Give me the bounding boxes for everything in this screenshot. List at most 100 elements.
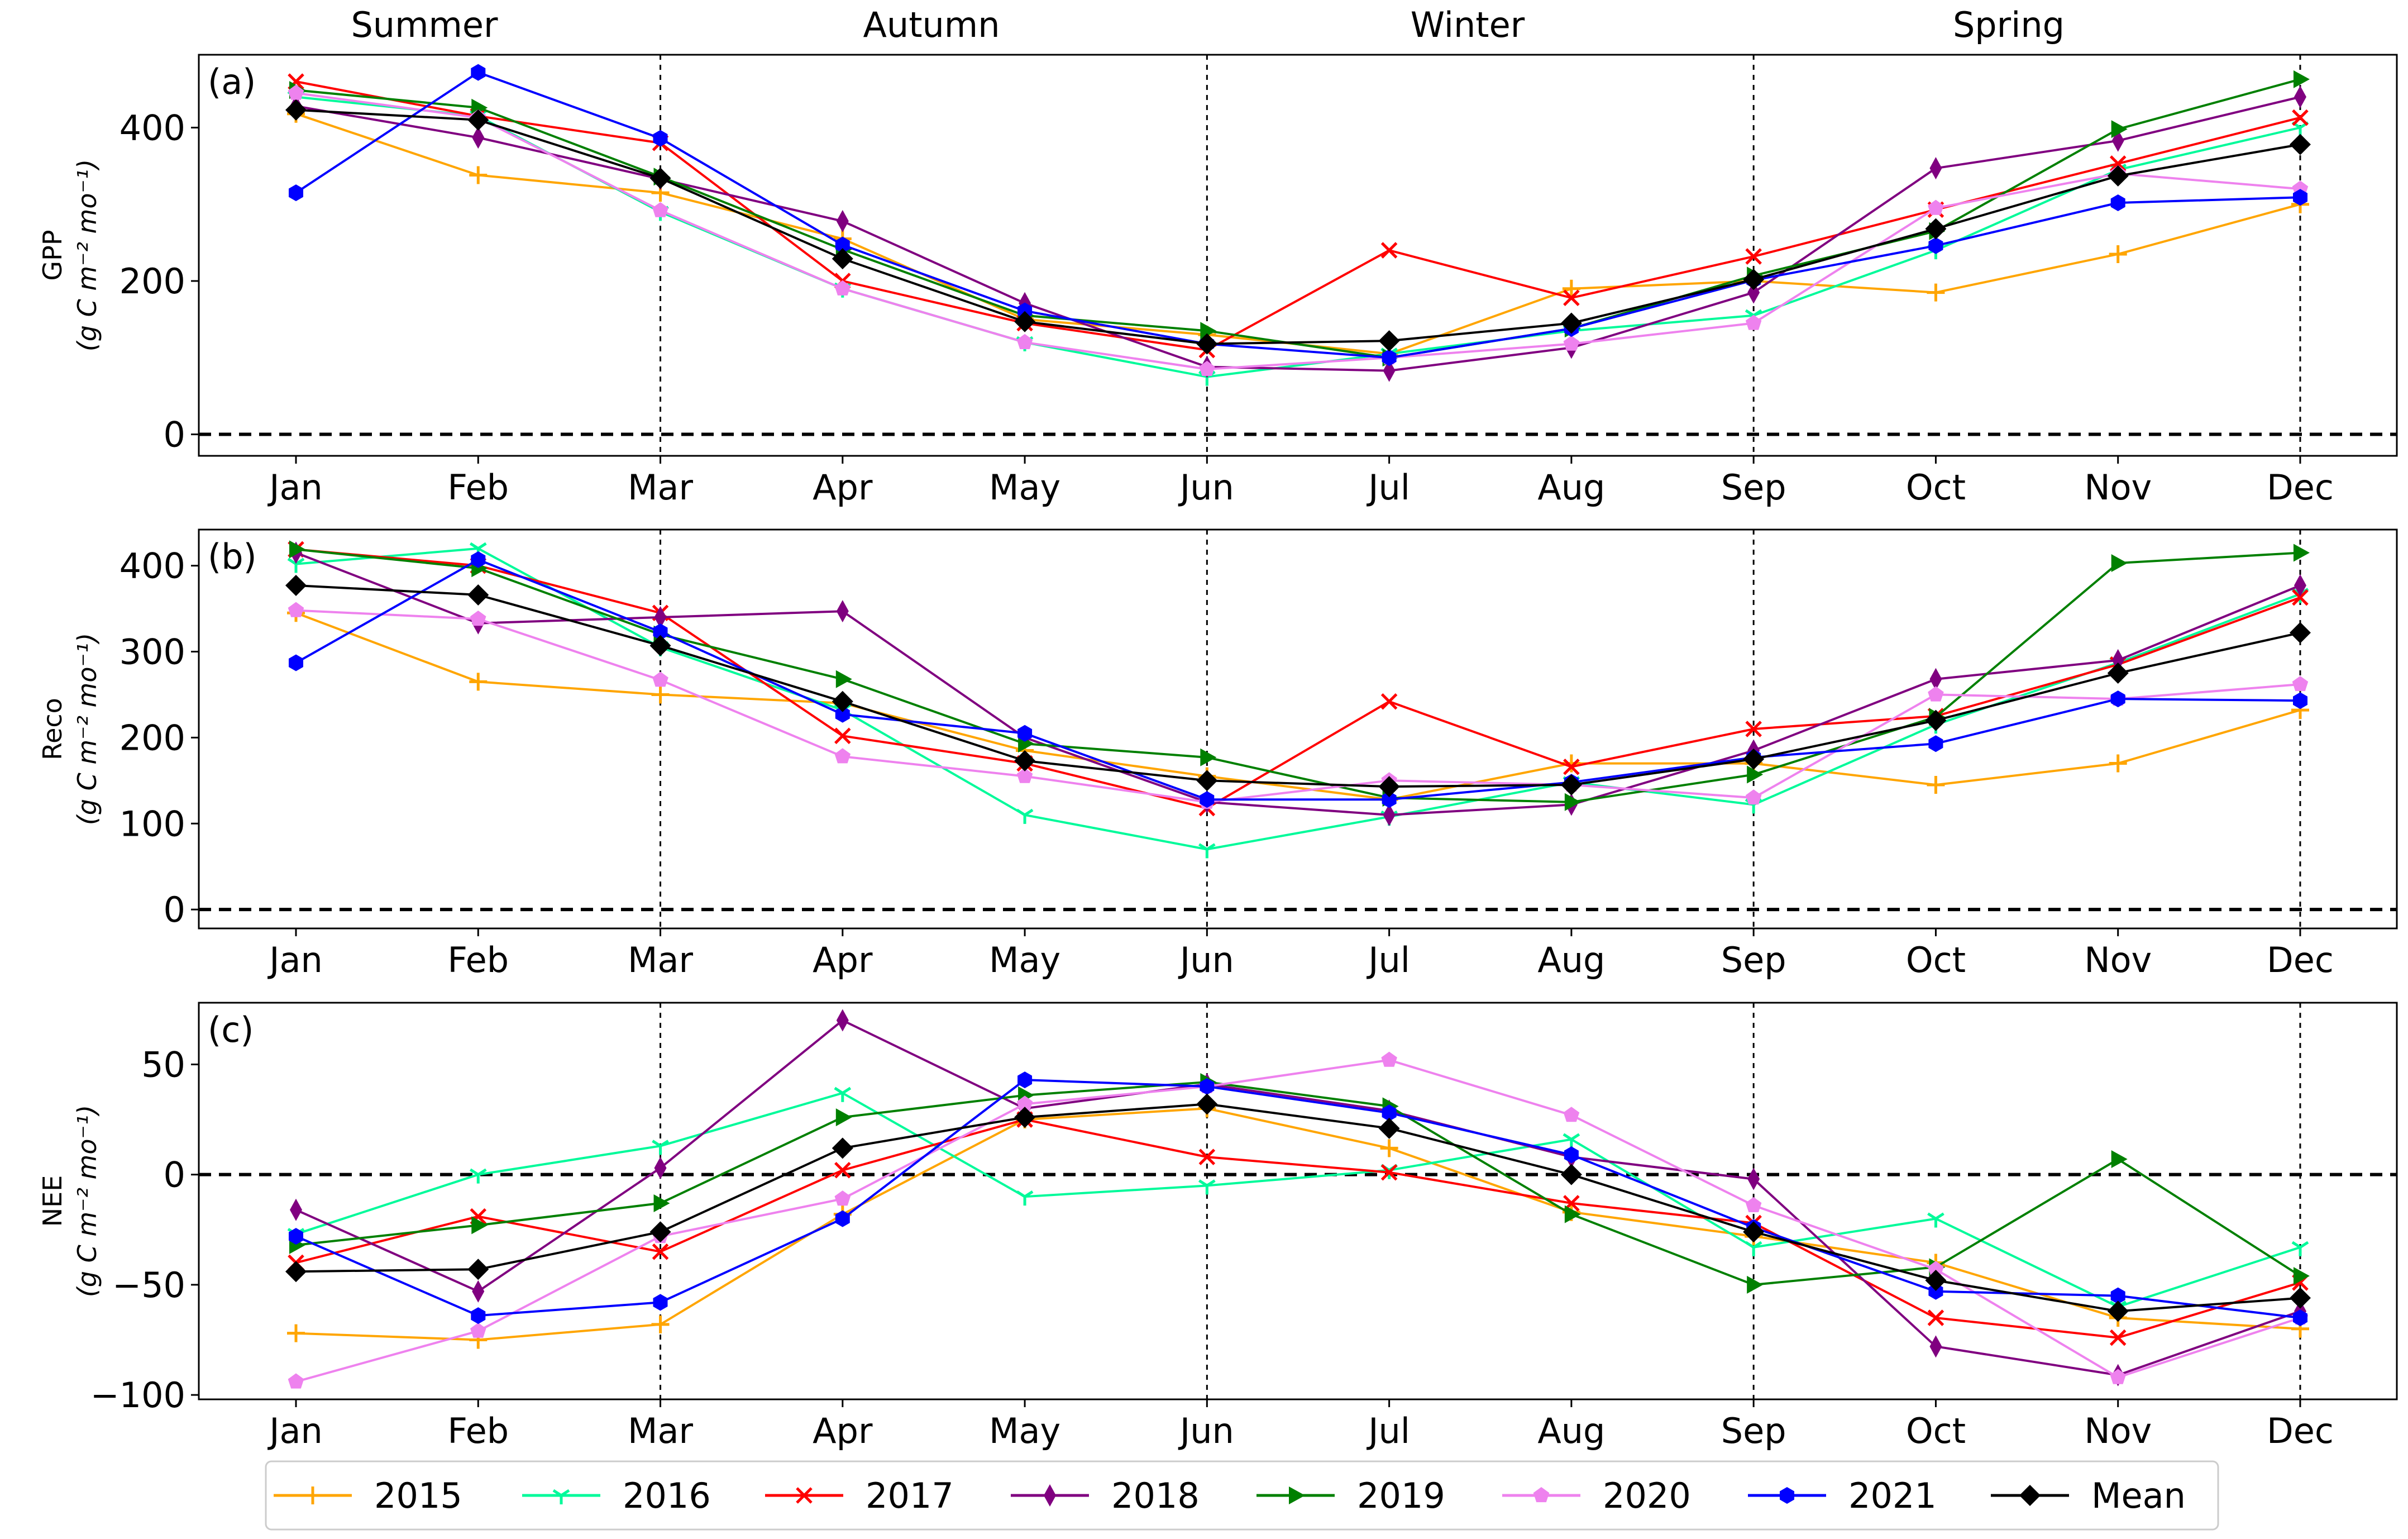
data-point-2016-oct [1927, 1212, 1944, 1228]
data-point-2018-dec [2294, 574, 2306, 597]
data-point-2020-aug [1563, 335, 1580, 351]
data-point-2016-jun [1198, 843, 1216, 859]
panel-gpp: Jan Feb Mar Apr May Jun Jul Aug Sep Oct Nov Dec 0 200… [37, 54, 2398, 508]
data-point-2018-apr [836, 600, 849, 623]
data-point-mean-sep [1743, 748, 1765, 770]
data-point-2015-jan [287, 1324, 305, 1342]
legend: 2015 2016 2017 2018 2019 2020 2021 Mean [274, 1475, 2186, 1516]
legend-entry-2021: 2021 [1748, 1475, 1937, 1516]
data-point-mean-feb [467, 109, 489, 131]
data-point-2016-mar [652, 1140, 669, 1155]
data-point-mean-aug [1560, 1164, 1582, 1185]
data-point-2016-feb [469, 1168, 487, 1184]
data-point-2020-jun [1199, 360, 1215, 376]
series-line-2019 [295, 548, 2301, 803]
legend-marker-2016 [552, 1489, 570, 1504]
data-point-2018-feb [472, 126, 485, 149]
data-point-2019-jun [1200, 322, 1217, 340]
data-point-2019-dec [2293, 1267, 2310, 1285]
x-tick-label: Jan [267, 1411, 323, 1451]
data-point-2020-apr [834, 280, 851, 296]
legend-label: 2019 [1357, 1475, 1445, 1516]
data-point-mean-jan [285, 1261, 307, 1283]
data-point-2018-oct [1929, 1335, 1942, 1358]
data-point-2018-feb [472, 1280, 485, 1303]
x-tick-label: Aug [1537, 1411, 1605, 1451]
data-point-2019-dec [2293, 70, 2310, 88]
data-point-2016-sep [1745, 1241, 1762, 1256]
x-tick-label: Jun [1178, 940, 1234, 980]
series-line-2019 [295, 78, 2301, 359]
data-point-2021-jan [289, 1228, 303, 1245]
data-point-2015-mar [651, 685, 670, 704]
data-point-2021-feb [471, 1307, 486, 1324]
y-tick-label: 0 [164, 414, 185, 455]
x-tick-label: Oct [1906, 940, 1966, 980]
legend-marker-2018 [1044, 1484, 1056, 1507]
data-point-mean-mar [649, 635, 671, 656]
data-point-2018-jan [290, 1198, 302, 1221]
data-point-2021-dec [2293, 189, 2307, 206]
panel-label: (b) [208, 536, 257, 577]
y-tick-label: −50 [112, 1265, 185, 1305]
data-point-2021-oct [1928, 237, 1943, 254]
data-point-2020-feb [470, 611, 486, 626]
data-point-2021-nov [2110, 1287, 2125, 1304]
data-point-2019-mar [653, 1194, 670, 1212]
x-tick-label: Oct [1906, 467, 1966, 508]
x-tick-label: Aug [1537, 940, 1605, 980]
data-point-mean-apr [832, 1137, 853, 1159]
data-point-2021-dec [2293, 1309, 2307, 1327]
series-line-2021 [295, 558, 2301, 801]
data-point-mean-nov [2107, 165, 2129, 187]
data-point-2015-nov [2109, 754, 2127, 773]
x-tick-label: May [989, 940, 1060, 980]
data-point-mean-jul [1378, 330, 1400, 352]
x-tick-label: Aug [1537, 467, 1605, 508]
legend-label: Mean [2091, 1475, 2186, 1516]
data-point-mean-apr [832, 248, 853, 270]
data-point-2021-dec [2293, 692, 2307, 709]
data-point-2021-mar [653, 130, 668, 147]
data-point-mean-feb [467, 1259, 489, 1280]
series-mean [285, 1093, 2311, 1322]
season-spring: Spring [1953, 4, 2065, 45]
data-point-2019-sep [1747, 765, 1764, 784]
data-point-2020-mar [652, 202, 668, 217]
series-line-2019 [295, 1081, 2301, 1286]
data-point-2017-apr [834, 1162, 851, 1179]
series-line-2018 [295, 96, 2301, 372]
y-tick-label: 100 [120, 803, 185, 844]
data-point-2019-nov [2111, 1150, 2128, 1169]
legend-entry-2017: 2017 [765, 1475, 954, 1516]
data-point-2021-jan [289, 184, 303, 202]
x-tick-label: Dec [2267, 467, 2334, 508]
y-tick-label: 50 [141, 1044, 185, 1085]
y-tick-label: 200 [120, 261, 185, 302]
data-point-2017-nov [2109, 155, 2127, 172]
legend-entry-mean: Mean [1991, 1475, 2186, 1516]
x-tick-label: Jun [1178, 1411, 1234, 1451]
data-point-mean-dec [2289, 1287, 2311, 1309]
data-point-2015-jul [1380, 1139, 1398, 1157]
series-mean [285, 575, 2311, 798]
series-line-2016 [295, 96, 2301, 378]
data-point-2021-jun [1200, 1078, 1215, 1095]
x-tick-label: Sep [1721, 467, 1786, 508]
data-point-2016-may [1016, 1190, 1034, 1206]
x-tick-label: Mar [628, 940, 693, 980]
data-point-mean-dec [2289, 622, 2311, 644]
data-point-2020-sep [1745, 789, 1762, 805]
series-2021 [289, 64, 2307, 366]
data-point-2020-apr [834, 748, 851, 764]
data-point-2016-jun [1198, 1179, 1216, 1195]
x-tick-label: May [989, 467, 1060, 508]
data-point-2021-apr [835, 236, 850, 254]
data-point-mean-nov [2107, 1300, 2129, 1322]
data-point-mean-dec [2289, 134, 2311, 155]
x-tick-label: Sep [1721, 940, 1786, 980]
series-line-2015 [295, 112, 2301, 355]
data-point-2021-feb [471, 64, 486, 81]
series-line-2021 [295, 1079, 2301, 1319]
series-2020 [288, 1051, 2309, 1389]
